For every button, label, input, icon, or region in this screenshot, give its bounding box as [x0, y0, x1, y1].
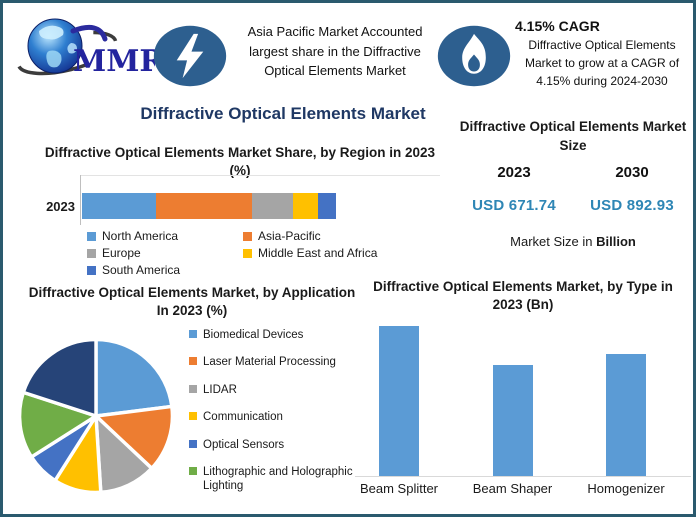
lightning-icon — [153, 25, 227, 87]
legend-item-north-america: North America — [87, 229, 243, 243]
region-chart-axis — [80, 175, 81, 225]
pie-slice-1 — [94, 404, 175, 471]
legend-label: North America — [102, 229, 179, 243]
region-axis-year-label: 2023 — [46, 199, 75, 214]
region-legend: North America Asia-Pacific Europe Middle… — [87, 229, 423, 277]
cagr-line: Diffractive Optical Elements — [528, 38, 676, 52]
legend-label: LIDAR — [203, 383, 237, 396]
region-bar-segment-0 — [82, 193, 156, 219]
type-bar-label-0: Beam Splitter — [359, 481, 439, 496]
cagr-title: 4.15% CAGR — [515, 18, 600, 34]
legend-swatch — [189, 357, 197, 366]
pie-slice-0 — [94, 337, 174, 418]
pie-slice-5 — [17, 390, 98, 459]
legend-swatch — [189, 384, 197, 393]
region-chart-gridline — [80, 175, 440, 176]
legend-label: Optical Sensors — [203, 438, 285, 451]
legend-label: South America — [102, 263, 181, 277]
pie-slice-6 — [21, 337, 98, 418]
legend-label: Europe — [102, 246, 141, 260]
application-legend: Biomedical Devices Laser Material Proces… — [189, 328, 361, 494]
market-size-note-prefix: Market Size in — [510, 234, 593, 249]
legend-swatch — [189, 330, 197, 338]
globe-icon: MMR — [16, 18, 165, 79]
legend-item-laser-material-processing: Laser Material Processing — [189, 355, 361, 369]
type-bar-label-2: Homogenizer — [587, 481, 665, 496]
market-size-title: Diffractive Optical Elements Market Size — [459, 119, 687, 153]
region-bar-segment-2 — [252, 193, 293, 219]
legend-item-south-america: South America — [87, 263, 243, 277]
legend-swatch — [87, 265, 96, 275]
legend-label: Lithographic and Holographic Lighting — [203, 465, 353, 493]
legend-label: Middle East and Africa — [258, 246, 378, 260]
page-title: Diffractive Optical Elements Market — [140, 104, 426, 123]
region-bar-segment-3 — [292, 193, 319, 219]
legend-item-lithographic-holographic-lighting: Lithographic and Holographic Lighting — [189, 465, 361, 494]
type-bar-0 — [379, 326, 419, 476]
legend-swatch — [189, 466, 197, 475]
application-pie-svg — [17, 337, 175, 495]
cagr-body: Diffractive Optical Elements Market to g… — [511, 36, 693, 90]
type-bar-label-1: Beam Shaper — [472, 481, 553, 496]
headline-asia-pacific: Asia Pacific Market Accounted largest sh… — [229, 22, 441, 81]
legend-swatch — [87, 248, 96, 258]
type-bar-labels: Beam Splitter Beam Shaper Homogenizer — [355, 481, 691, 501]
type-bar-2 — [606, 354, 646, 476]
market-size-year: 2030 — [615, 164, 649, 181]
region-bar-segment-4 — [318, 193, 336, 219]
market-size-col-2023: 2023 USD 671.74 — [455, 164, 573, 214]
legend-item-lidar: LIDAR — [189, 383, 361, 397]
legend-swatch — [189, 439, 197, 448]
legend-label: Communication — [203, 411, 283, 424]
legend-item-optical-sensors: Optical Sensors — [189, 438, 361, 452]
market-size-columns: 2023 USD 671.74 2030 USD 892.93 — [455, 164, 691, 214]
headline-line: largest share in the Diffractive — [249, 43, 421, 59]
legend-item-europe: Europe — [87, 246, 243, 260]
headline-line: Optical Elements Market — [264, 63, 406, 78]
flame-icon — [437, 25, 511, 87]
legend-swatch — [243, 231, 252, 241]
legend-label: Asia-Pacific — [258, 229, 321, 243]
legend-swatch — [189, 412, 197, 421]
legend-swatch — [87, 231, 96, 241]
brand-logo: MMR — [15, 9, 165, 89]
legend-item-middle-east-africa: Middle East and Africa — [243, 246, 423, 260]
legend-item-biomedical-devices: Biomedical Devices — [189, 328, 361, 342]
market-size-note: Market Size in Billion — [455, 234, 691, 249]
cagr-line: Market to grow at a CAGR of — [524, 56, 680, 70]
market-size-value: USD 892.93 — [590, 197, 674, 214]
market-size-note-unit: Billion — [596, 234, 636, 249]
legend-label: Biomedical Devices — [203, 329, 304, 341]
region-bar-segment-1 — [155, 193, 253, 219]
market-size-col-2030: 2030 USD 892.93 — [573, 164, 691, 214]
legend-swatch — [243, 248, 252, 258]
svg-text:MMR: MMR — [73, 44, 155, 79]
legend-label: Laser Material Processing — [203, 356, 336, 369]
region-stacked-bar — [82, 193, 336, 219]
market-size-year: 2023 — [497, 164, 531, 181]
legend-item-asia-pacific: Asia-Pacific — [243, 229, 423, 243]
application-chart-title: Diffractive Optical Elements Market, by … — [28, 285, 356, 319]
region-chart-title: Diffractive Optical Elements Market Shar… — [44, 145, 436, 179]
type-bar-plot — [355, 321, 691, 477]
market-size-value: USD 671.74 — [472, 197, 556, 214]
type-chart-title: Diffractive Optical Elements Market, by … — [373, 279, 673, 313]
legend-item-communication: Communication — [189, 410, 361, 424]
cagr-highlight: 4.15% CAGR Diffractive Optical Elements … — [511, 18, 693, 90]
headline-line: Asia Pacific Market Accounted — [247, 24, 423, 39]
cagr-line: 4.15% during 2024-2030 — [536, 74, 668, 88]
type-bar-1 — [492, 365, 533, 476]
